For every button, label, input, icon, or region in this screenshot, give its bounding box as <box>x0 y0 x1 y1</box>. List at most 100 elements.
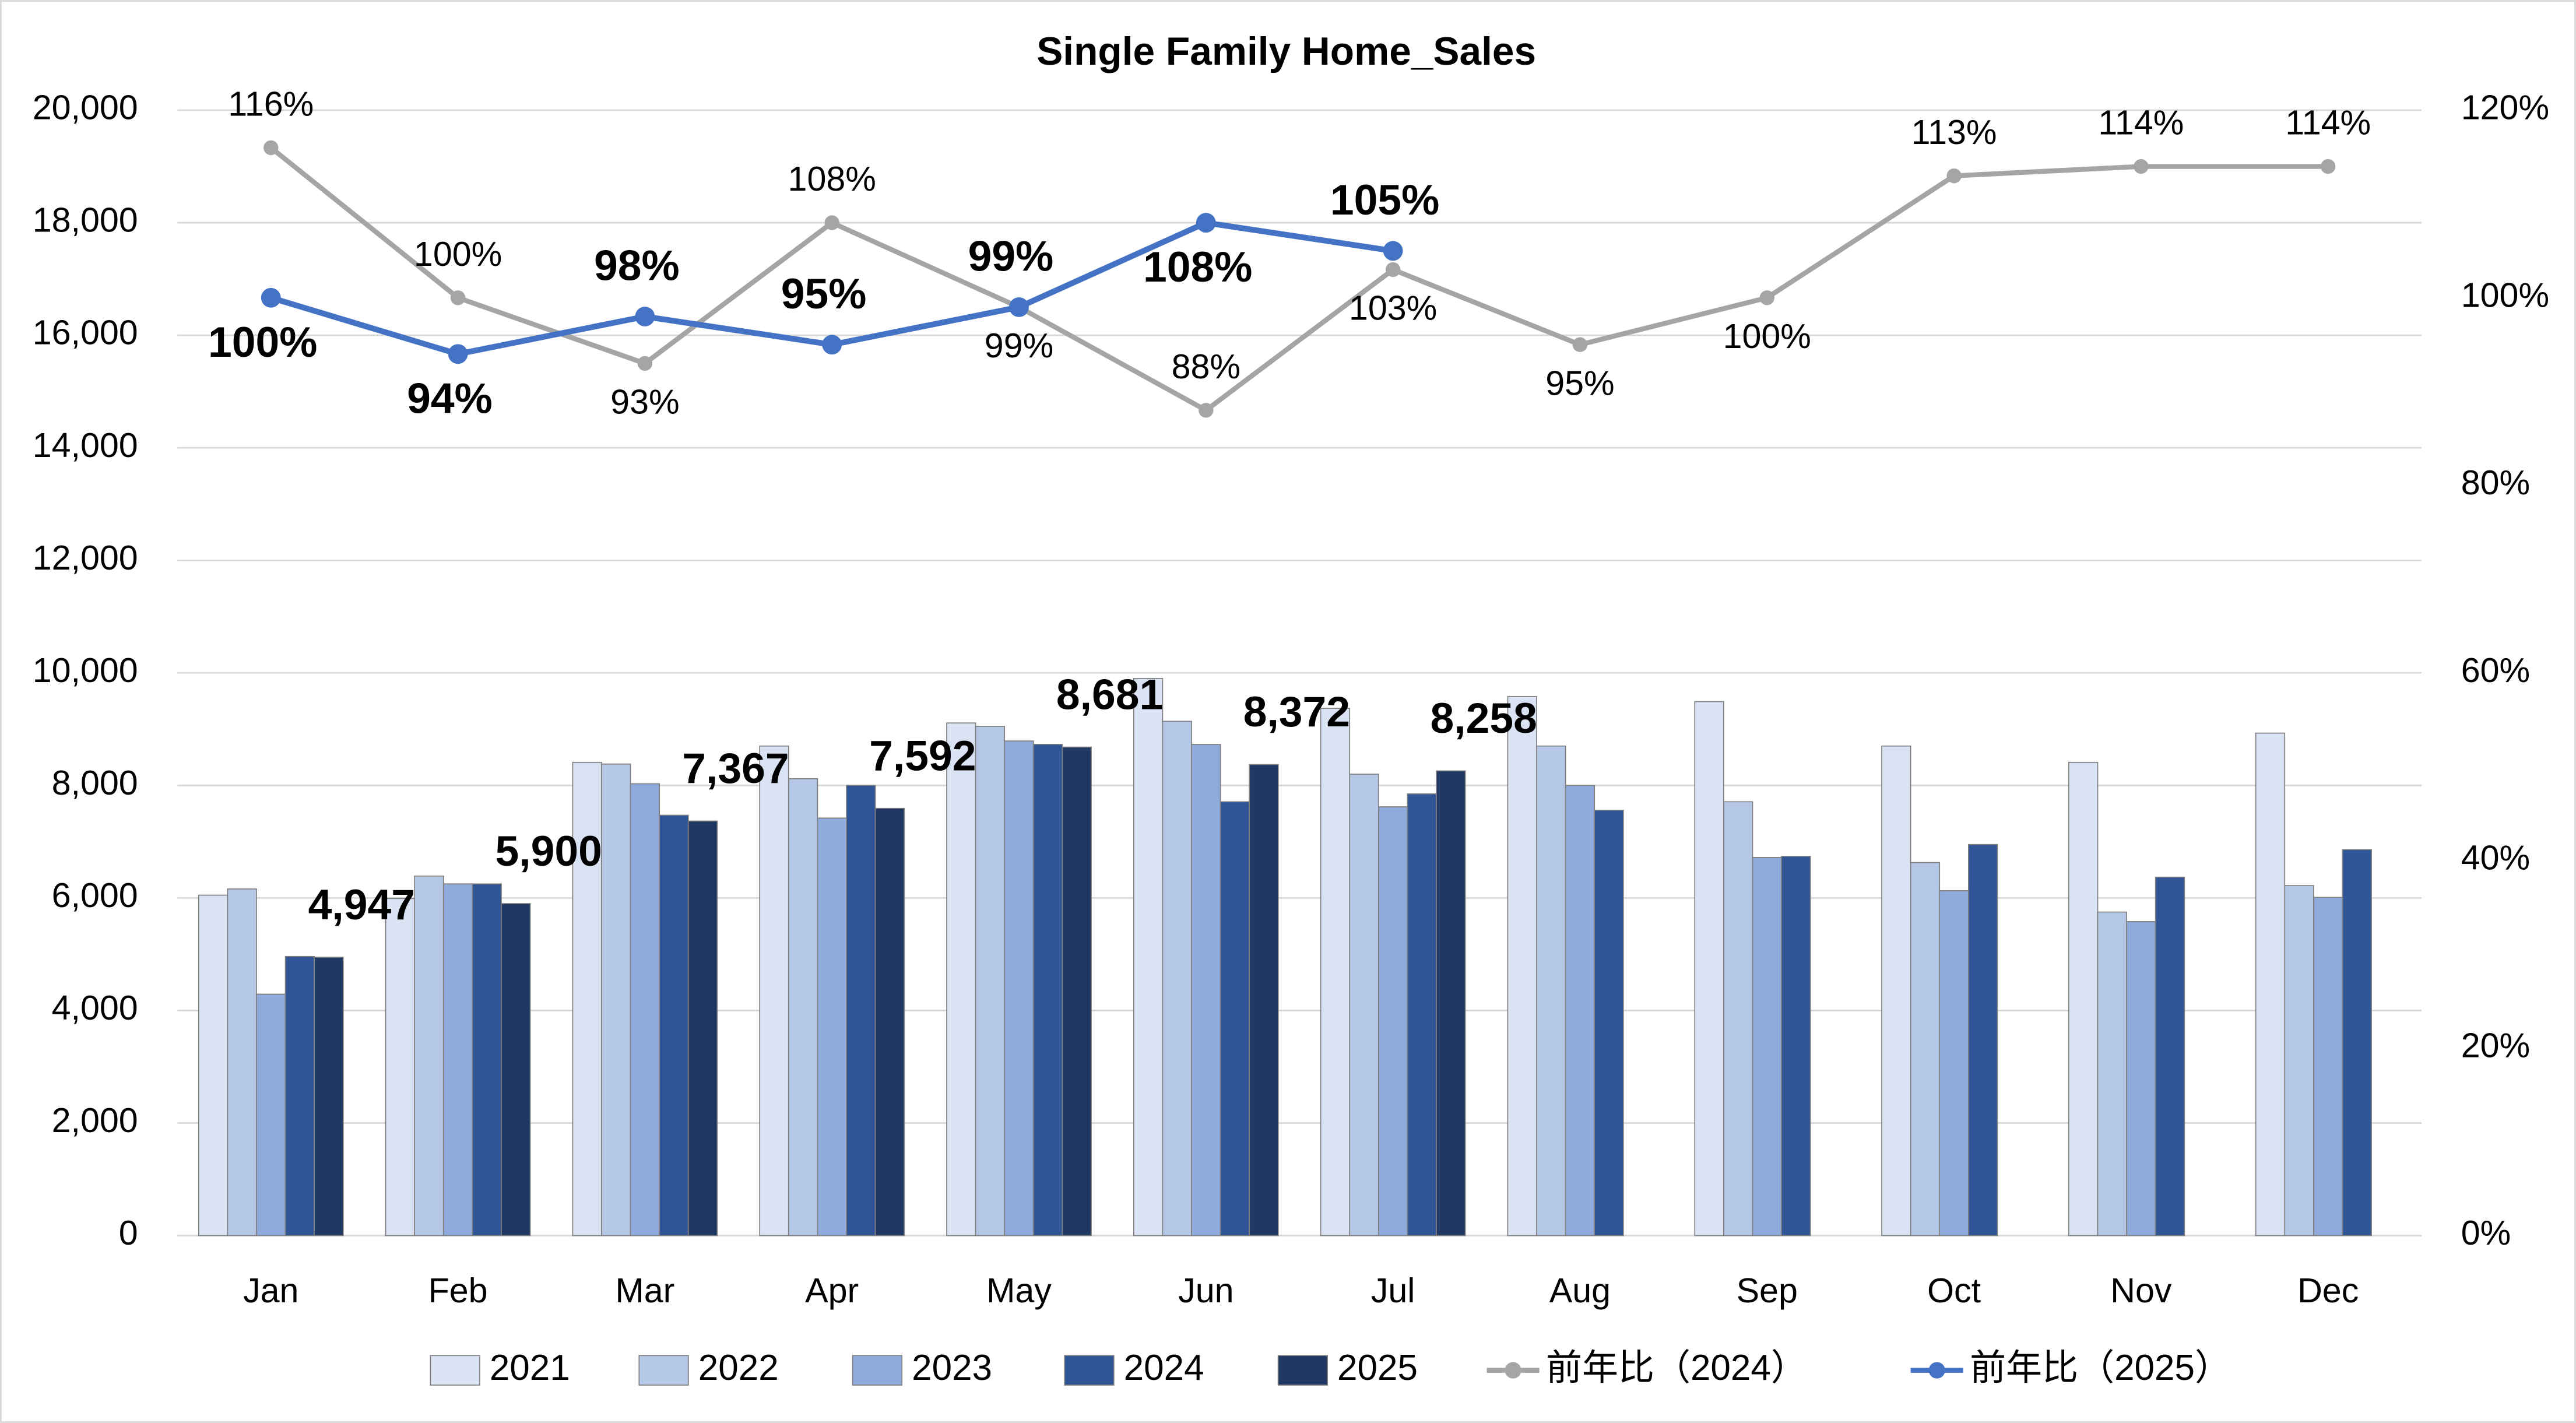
legend-swatch <box>1928 1362 1945 1379</box>
line-point <box>1009 297 1029 317</box>
x-tick-label: Sep <box>1737 1271 1798 1310</box>
bar <box>572 761 602 1236</box>
line-value-label: 108% <box>788 159 876 198</box>
bar <box>759 745 789 1236</box>
line-point <box>822 335 842 355</box>
bar <box>1436 770 1466 1236</box>
line-point <box>448 344 468 364</box>
bar <box>442 883 473 1236</box>
bar <box>1004 740 1034 1236</box>
y2-tick-label: 40% <box>2461 838 2530 877</box>
bar <box>1881 745 1911 1236</box>
y2-tick-label: 0% <box>2461 1213 2511 1252</box>
line-value-label: 98% <box>594 242 680 290</box>
y-tick-label: 2,000 <box>52 1101 138 1140</box>
bar <box>2255 732 2286 1236</box>
line-point <box>1946 168 1962 184</box>
line-value-label: 94% <box>407 374 493 422</box>
bar-value-label: 8,372 <box>1243 688 1350 736</box>
bar <box>1910 862 1941 1236</box>
bar-value-label: 5,900 <box>495 827 602 875</box>
bar <box>630 783 660 1236</box>
bar <box>1349 774 1379 1236</box>
legend-swatch <box>852 1355 903 1386</box>
y2-tick-label: 80% <box>2461 463 2530 502</box>
line-point <box>635 307 655 326</box>
y2-tick-label: 20% <box>2461 1025 2530 1064</box>
line-value-label: 88% <box>1172 347 1240 386</box>
bar <box>1752 857 1782 1236</box>
line-value-label: 108% <box>1143 243 1252 291</box>
bar <box>1536 745 1566 1236</box>
legend-swatch <box>1277 1355 1328 1386</box>
bar-value-label: 8,258 <box>1431 694 1537 742</box>
bar <box>687 820 718 1236</box>
line-point <box>263 140 279 156</box>
line-value-label: 99% <box>968 232 1054 280</box>
y-tick-label: 14,000 <box>33 426 138 465</box>
bar <box>1968 844 1998 1236</box>
legend-swatch <box>430 1355 480 1386</box>
line-point <box>261 287 281 308</box>
bar <box>2097 911 2127 1236</box>
x-tick-label: Jan <box>243 1271 298 1310</box>
y-tick-label: 18,000 <box>33 201 138 240</box>
line-value-label: 99% <box>985 326 1053 365</box>
x-tick-label: Jul <box>1371 1271 1415 1310</box>
y-tick-label: 6,000 <box>52 876 138 915</box>
y-tick-label: 20,000 <box>33 88 138 127</box>
x-tick-label: Jun <box>1178 1271 1233 1310</box>
bar-value-label: 7,592 <box>869 732 976 780</box>
x-tick-label: Nov <box>2110 1271 2172 1310</box>
legend-swatch <box>1505 1362 1521 1379</box>
bar <box>1939 890 1969 1236</box>
line-point <box>637 356 653 371</box>
bar <box>414 875 444 1236</box>
bar <box>601 763 631 1236</box>
legend-swatch <box>1064 1355 1115 1386</box>
bar-value-label: 7,367 <box>682 744 789 792</box>
line-point <box>2134 159 2149 174</box>
line-value-label: 103% <box>1349 289 1437 328</box>
bar <box>846 785 876 1236</box>
bar <box>227 888 257 1236</box>
bar <box>1191 744 1221 1236</box>
line-value-label: 114% <box>2285 103 2371 142</box>
line-value-label: 105% <box>1330 176 1439 224</box>
y-tick-label: 0 <box>119 1213 138 1252</box>
bar <box>284 955 315 1236</box>
bar-value-label: 4,947 <box>308 881 415 929</box>
y-tick-label: 12,000 <box>33 538 138 577</box>
legend-label: 2021 <box>490 1348 570 1388</box>
bar <box>385 898 416 1236</box>
bar <box>2342 849 2372 1236</box>
y-tick-label: 8,000 <box>52 763 138 802</box>
legend-label: 2024 <box>1124 1348 1204 1388</box>
line-point <box>1196 213 1216 233</box>
bar <box>314 957 344 1236</box>
bar <box>946 722 976 1236</box>
line-point <box>1385 262 1401 277</box>
x-tick-label: Aug <box>1549 1271 1611 1310</box>
legend-label: 2023 <box>912 1348 992 1388</box>
bar <box>1032 744 1063 1236</box>
y2-tick-label: 60% <box>2461 651 2530 690</box>
bar <box>975 726 1006 1236</box>
y2-tick-label: 120% <box>2461 88 2549 127</box>
bar <box>256 993 286 1236</box>
line-point <box>1572 337 1588 352</box>
line-value-label: 100% <box>208 318 317 366</box>
legend-label: 2022 <box>698 1348 779 1388</box>
line-value-label: 113% <box>1911 113 1997 152</box>
bar <box>1694 701 1724 1236</box>
y-tick-label: 10,000 <box>33 651 138 690</box>
bar <box>198 894 229 1236</box>
line <box>269 146 2328 413</box>
bar <box>788 778 818 1236</box>
bar <box>817 817 847 1236</box>
bar <box>2313 897 2343 1236</box>
line-value-label: 116% <box>228 85 314 124</box>
bar <box>1220 801 1250 1236</box>
bar-value-label: 8,681 <box>1056 670 1163 718</box>
